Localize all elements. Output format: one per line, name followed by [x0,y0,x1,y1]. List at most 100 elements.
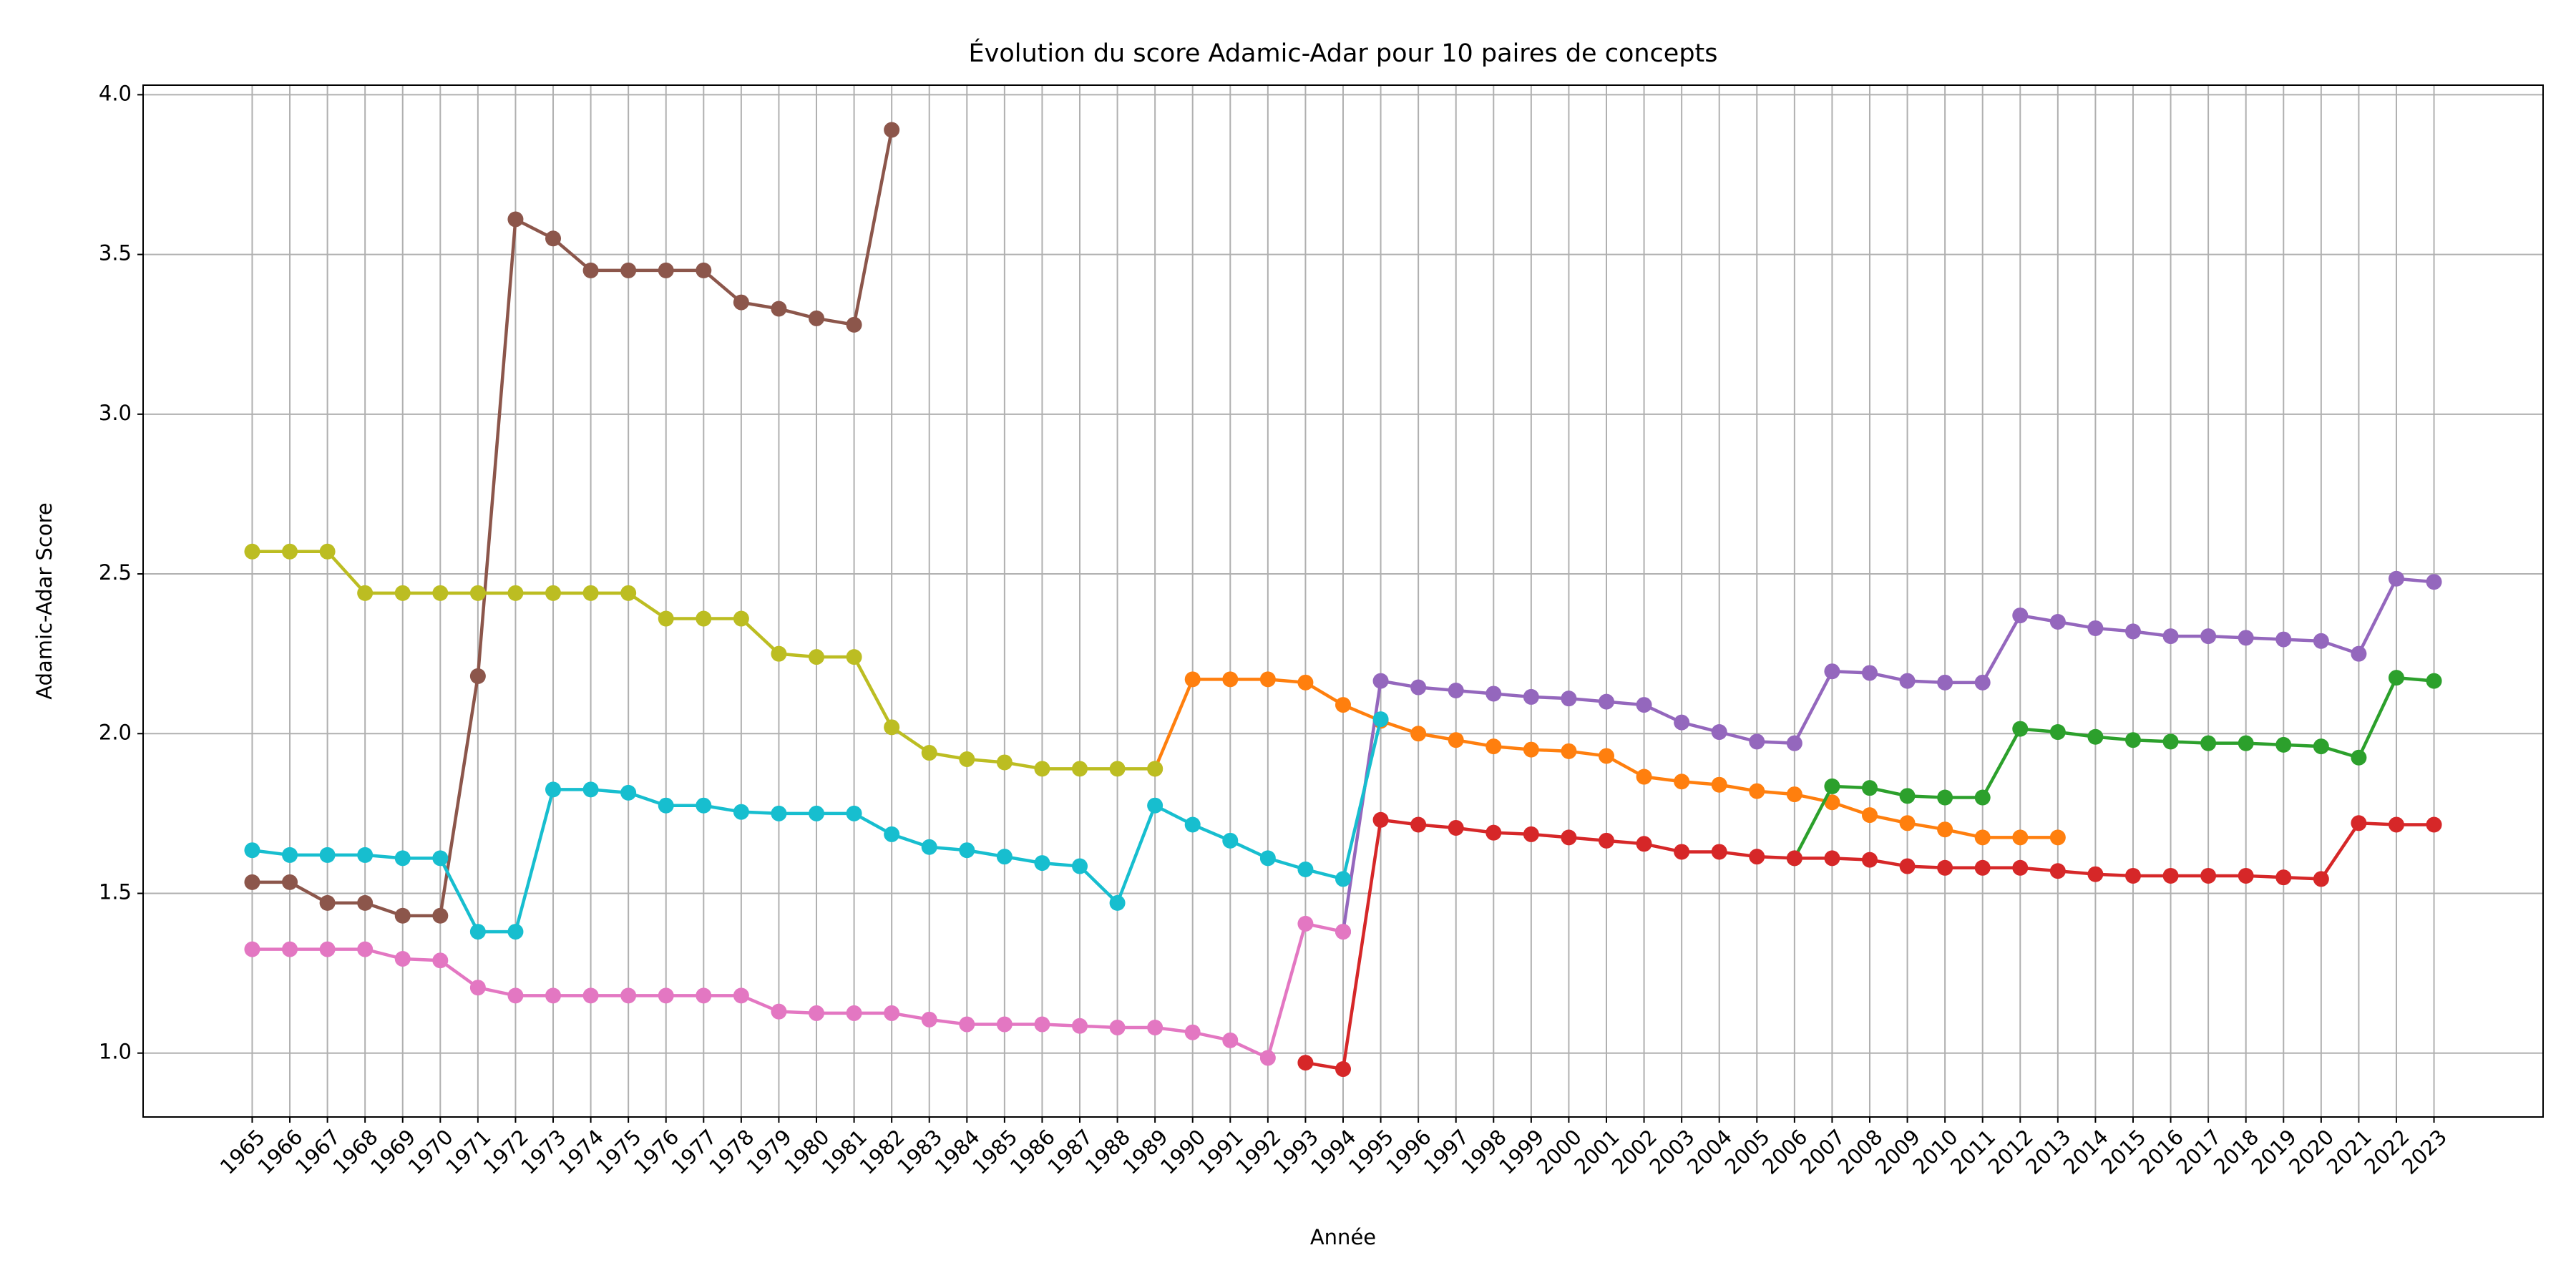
data-point [1335,871,1351,887]
data-point [2351,749,2367,766]
data-point [884,122,900,138]
data-point [1034,761,1050,777]
data-point [2275,869,2292,886]
data-point [1937,821,1953,838]
data-point [846,805,862,821]
data-point [2049,863,2066,879]
data-point [1372,673,1389,689]
data-point [2313,633,2329,649]
data-point [1410,816,1427,833]
data-point [1561,829,1577,846]
data-point [2162,867,2179,884]
data-point [620,784,637,801]
data-point [2049,724,2066,741]
data-point [1937,789,1953,806]
data-point [2426,574,2442,590]
data-point [357,894,374,911]
y-tick-label: 1.0 [99,1040,132,1064]
data-point [884,826,900,842]
data-point [1485,738,1502,755]
data-point [507,585,524,601]
data-point [846,1005,862,1021]
data-point [1485,824,1502,841]
data-point [1184,1024,1201,1040]
data-point [1335,924,1351,940]
data-point [244,874,260,890]
data-point [282,874,298,890]
data-point [1749,733,1765,750]
y-tick-label: 2.5 [99,560,132,585]
data-point [1335,1061,1351,1078]
data-point [1598,748,1614,764]
data-point [620,987,637,1004]
data-point [582,781,599,798]
data-point [921,745,937,761]
data-point [809,805,825,821]
data-point [2426,816,2442,833]
data-point [1861,807,1878,824]
data-point [658,610,674,627]
data-point [884,1005,900,1021]
data-point [2388,670,2404,686]
data-point [1636,697,1652,713]
data-point [1561,743,1577,759]
data-point [545,585,562,601]
data-point [2200,735,2217,751]
data-point [2162,628,2179,645]
data-point [357,941,374,957]
data-point [2124,732,2141,748]
data-point [2012,829,2029,846]
data-point [1297,862,1314,878]
data-point [1410,726,1427,742]
data-point [469,585,486,601]
data-point [696,610,712,627]
data-point [1711,844,1727,860]
data-point [319,894,336,911]
data-point [2275,631,2292,648]
data-point [1824,778,1840,794]
data-point [921,839,937,855]
x-axis-label: Année [1310,1225,1376,1249]
data-point [658,797,674,814]
data-point [2238,867,2254,884]
data-point [1786,850,1802,867]
data-point [357,585,374,601]
data-point [996,1016,1013,1033]
data-point [545,781,562,798]
data-point [282,941,298,957]
y-axis-label: Adamic-Adar Score [32,502,57,699]
data-point [1372,811,1389,828]
data-point [959,1016,975,1033]
data-point [620,262,637,278]
data-point [432,907,449,924]
data-point [2351,815,2367,831]
data-point [1109,894,1126,911]
data-point [469,924,486,940]
data-point [2238,735,2254,751]
data-point [996,849,1013,865]
data-point [282,543,298,560]
data-point [1561,691,1577,707]
data-point [1147,761,1163,777]
data-point [1674,714,1690,731]
y-tick-label: 3.5 [99,241,132,265]
data-point [244,842,260,859]
data-point [1523,826,1539,842]
data-point [1222,1032,1239,1048]
data-point [432,850,449,867]
data-point [1749,849,1765,865]
data-point [620,585,637,601]
data-point [582,585,599,601]
data-point [1410,679,1427,696]
data-point [1523,688,1539,705]
data-point [432,952,449,969]
data-point [1335,697,1351,713]
data-point [959,842,975,859]
data-point [2162,733,2179,750]
data-point [1974,674,1991,691]
y-tick-label: 3.0 [99,401,132,425]
data-point [1109,761,1126,777]
data-point [2124,867,2141,884]
data-point [1937,859,1953,876]
